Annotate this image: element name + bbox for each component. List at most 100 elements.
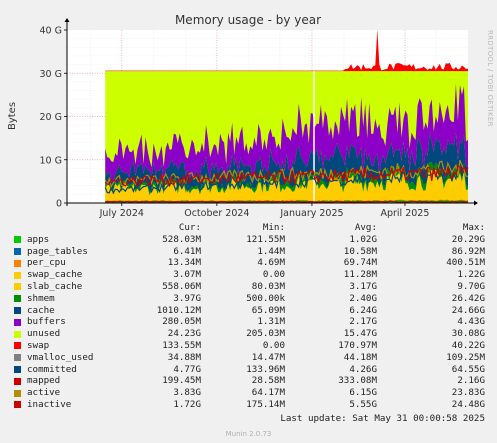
area-per-cpu bbox=[105, 199, 469, 202]
y-axis-label: Bytes bbox=[7, 102, 18, 130]
legend-min-value: 14.47M bbox=[251, 351, 285, 363]
legend-max-value: 2.16G bbox=[457, 375, 485, 387]
legend-max-value: 1.22G bbox=[457, 269, 485, 281]
legend-min-value: 80.03M bbox=[251, 280, 285, 292]
legend-cur-value: 3.97G bbox=[173, 292, 201, 304]
legend-row-slab-cache: slab_cache 558.06M 80.03M 3.17G 9.70G bbox=[0, 281, 497, 293]
y-tick-label: 40 G bbox=[40, 26, 62, 37]
legend-row-inactive: inactive 1.72G 175.14M 5.55G 24.48G bbox=[0, 399, 497, 411]
legend-label: committed bbox=[27, 363, 77, 375]
stacked-areas bbox=[105, 29, 469, 204]
legend-avg-value: 1.02G bbox=[349, 233, 377, 245]
legend-swatch bbox=[14, 354, 21, 362]
legend-header-avg: Avg: bbox=[354, 222, 377, 233]
legend-min-value: 0.00 bbox=[262, 269, 285, 281]
legend-label: swap_cache bbox=[27, 269, 83, 281]
legend-max-value: 9.70G bbox=[457, 280, 485, 292]
legend-label: page_tables bbox=[27, 245, 88, 257]
legend-avg-value: 5.55G bbox=[349, 398, 377, 410]
y-tick-label: 0 bbox=[56, 199, 62, 210]
legend-min-value: 65.09M bbox=[251, 304, 285, 316]
legend-swatch bbox=[14, 401, 21, 409]
legend-header-max: Max: bbox=[462, 222, 485, 233]
legend-avg-value: 2.17G bbox=[349, 316, 377, 328]
legend-swatch bbox=[14, 342, 21, 350]
legend-swatch bbox=[14, 330, 21, 338]
chart-area: Memory usage - by year Bytes 0 10 G 20 G 30… bbox=[7, 13, 478, 219]
x-tick-label: October 2024 bbox=[184, 208, 249, 219]
legend-min-value: 175.14M bbox=[246, 398, 285, 410]
legend-swatch bbox=[14, 307, 21, 315]
legend-min-value: 133.96M bbox=[246, 363, 285, 375]
legend-label: unused bbox=[27, 328, 61, 340]
legend-max-value: 30.08G bbox=[451, 328, 485, 340]
x-axis-arrow bbox=[474, 200, 478, 206]
legend-min-value: 0.00 bbox=[262, 339, 285, 351]
legend-max-value: 40.22G bbox=[451, 339, 485, 351]
legend-label: swap bbox=[27, 339, 50, 351]
legend-min-value: 1.44M bbox=[257, 245, 285, 257]
legend-min-value: 121.55M bbox=[246, 233, 285, 245]
legend-label: vmalloc_used bbox=[27, 351, 94, 363]
legend-cur-value: 3.83G bbox=[173, 387, 201, 399]
legend-row-apps: apps 528.03M 121.55M 1.02G 20.29G bbox=[0, 234, 497, 246]
legend-min-value: 64.17M bbox=[251, 387, 285, 399]
x-tick-label: July 2024 bbox=[99, 208, 144, 219]
legend-cur-value: 24.23G bbox=[167, 328, 201, 340]
legend-cur-value: 280.05M bbox=[162, 316, 201, 328]
legend-avg-value: 6.24G bbox=[349, 304, 377, 316]
legend-max-value: 23.83G bbox=[451, 387, 485, 399]
legend-cur-value: 6.41M bbox=[173, 245, 201, 257]
legend-swatch bbox=[14, 366, 21, 374]
legend-min-value: 28.58M bbox=[251, 375, 285, 387]
legend-min-value: 4.69M bbox=[257, 257, 285, 269]
legend-cur-value: 528.03M bbox=[162, 233, 201, 245]
legend-avg-value: 69.74M bbox=[343, 257, 377, 269]
legend-label: slab_cache bbox=[27, 280, 83, 292]
legend-rows: apps 528.03M 121.55M 1.02G 20.29G page_tables… bbox=[0, 234, 497, 411]
legend-row-active: active 3.83G 64.17M 6.15G 23.83G bbox=[0, 387, 497, 399]
legend-max-value: 24.48G bbox=[451, 398, 485, 410]
legend-avg-value: 3.17G bbox=[349, 280, 377, 292]
legend-max-value: 109.25M bbox=[446, 351, 485, 363]
legend-min-value: 205.03M bbox=[246, 328, 285, 340]
line-mapped bbox=[105, 200, 469, 203]
legend-max-value: 20.29G bbox=[451, 233, 485, 245]
legend-swatch bbox=[14, 283, 21, 291]
legend-max-value: 400.51M bbox=[446, 257, 485, 269]
y-tick-label: 10 G bbox=[40, 155, 62, 166]
legend-avg-value: 44.18M bbox=[343, 351, 377, 363]
legend-cur-value: 13.34M bbox=[167, 257, 201, 269]
legend-min-value: 500.00k bbox=[246, 292, 285, 304]
last-update: Last update: Sat May 31 00:00:58 2025 bbox=[280, 413, 485, 424]
legend-swatch bbox=[14, 271, 21, 279]
legend-max-value: 26.42G bbox=[451, 292, 485, 304]
legend-header: Cur: Min: Avg: Max: bbox=[0, 222, 497, 234]
generator-credit: Munin 2.0.73 bbox=[225, 430, 272, 438]
legend-row-buffers: buffers 280.05M 1.31M 2.17G 4.43G bbox=[0, 316, 497, 328]
legend-row-swap: swap 133.55M 0.00 170.97M 40.22G bbox=[0, 340, 497, 352]
area-shmem bbox=[105, 161, 469, 196]
legend-label: cache bbox=[27, 304, 55, 316]
legend-min-value: 1.31M bbox=[257, 316, 285, 328]
legend-avg-value: 15.47G bbox=[343, 328, 377, 340]
rrdtool-watermark: RRDTOOL / TOBI OETIKER bbox=[486, 30, 494, 127]
legend-label: per_cpu bbox=[27, 257, 66, 269]
legend-avg-value: 4.26G bbox=[349, 363, 377, 375]
legend-avg-value: 11.28M bbox=[343, 269, 377, 281]
legend-label: active bbox=[27, 387, 61, 399]
chart-title: Memory usage - by year bbox=[175, 13, 321, 27]
y-tick-label: 20 G bbox=[40, 112, 62, 123]
legend-swatch bbox=[14, 389, 21, 397]
area-slab-cache bbox=[105, 169, 469, 201]
legend-row-shmem: shmem 3.97G 500.00k 2.40G 26.42G bbox=[0, 293, 497, 305]
legend-cur-value: 3.07M bbox=[173, 269, 201, 281]
legend-max-value: 24.66G bbox=[451, 304, 485, 316]
legend-row-unused: unused 24.23G 205.03M 15.47G 30.08G bbox=[0, 328, 497, 340]
legend-avg-value: 170.97M bbox=[338, 339, 377, 351]
legend-label: apps bbox=[27, 233, 50, 245]
legend-row-mapped: mapped 199.45M 28.58M 333.08M 2.16G bbox=[0, 375, 497, 387]
legend-avg-value: 2.40G bbox=[349, 292, 377, 304]
legend-row-vmalloc-used: vmalloc_used 34.88M 14.47M 44.18M 109.25M bbox=[0, 352, 497, 364]
line-active bbox=[104, 159, 469, 188]
